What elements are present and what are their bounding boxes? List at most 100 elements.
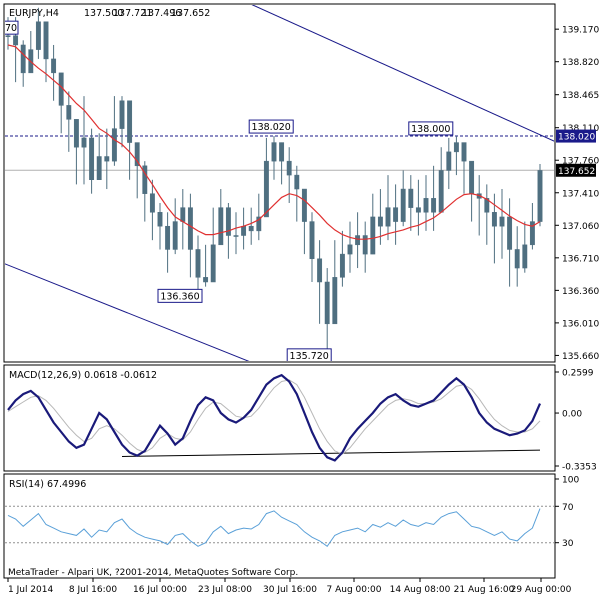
candle-body xyxy=(20,44,26,74)
candle-body xyxy=(195,249,201,278)
macd-line xyxy=(7,373,542,462)
macd-layer xyxy=(7,373,542,462)
price-annotation-label: 135.720 xyxy=(290,351,329,362)
candle-body xyxy=(309,221,315,260)
candle-body xyxy=(529,221,535,246)
price-annotation-label: 136.360 xyxy=(160,291,199,302)
time-axis-label: 30 Jul 16:00 xyxy=(263,585,317,595)
candle-body xyxy=(142,165,148,194)
candle-body xyxy=(5,35,11,37)
price-axis-label: 138.820 xyxy=(562,58,599,68)
price-annotation-box xyxy=(286,348,332,361)
macd-title: MACD(12,26,9) 0.0618 -0.0612 xyxy=(9,370,157,381)
candle-body xyxy=(423,198,429,213)
price-axis-label: 135.660 xyxy=(562,352,599,362)
time-axis-label: 1 Jul 2014 xyxy=(8,585,53,595)
axis-level-badge xyxy=(556,163,596,177)
axis-layer: 139.170 138.820 138.465 138.110 137.760 137.4… xyxy=(7,26,599,595)
candle-body xyxy=(225,207,231,236)
candle-body xyxy=(127,100,133,143)
time-axis-label: 23 Jul 08:00 xyxy=(198,585,252,595)
candle-body xyxy=(96,156,102,180)
time-axis-label: 7 Aug 00:00 xyxy=(327,585,382,595)
copyright-text: MetaTrader - Alpari UK, ?2001-2014, Meta… xyxy=(8,568,298,578)
candle-body xyxy=(81,137,87,148)
candle-body xyxy=(210,244,216,283)
candle-body xyxy=(286,160,292,176)
price-annotation-box xyxy=(157,288,203,303)
rsi-axis-label: 30 xyxy=(562,539,574,549)
candle-body xyxy=(339,253,345,278)
candle-body xyxy=(507,216,513,250)
candle-body xyxy=(522,244,528,269)
price-axis-label: 138.465 xyxy=(562,91,599,101)
candle-body xyxy=(362,235,368,255)
candle-body xyxy=(537,170,543,222)
price-axis-label: 138.110 xyxy=(562,124,599,134)
rsi-layer xyxy=(5,505,554,547)
candle-body xyxy=(294,174,300,190)
candle-body xyxy=(165,225,171,250)
macd-axis-label: 0.00 xyxy=(562,410,582,420)
candle-body xyxy=(279,142,285,162)
price-axis-label: 137.760 xyxy=(562,157,599,167)
candle-body xyxy=(370,216,376,255)
rsi-axis-label: 70 xyxy=(562,503,574,513)
price-annotation-label: 138.000 xyxy=(411,124,450,135)
candle-body xyxy=(111,128,117,162)
time-axis-label: 29 Aug 00:00 xyxy=(511,585,572,595)
candle-body xyxy=(469,160,475,194)
candle-body xyxy=(218,207,224,246)
candle-body xyxy=(203,277,209,283)
candle-body xyxy=(400,188,406,222)
candle-body xyxy=(187,207,193,250)
candle-body xyxy=(453,142,459,153)
candle-body xyxy=(461,142,467,162)
channel-upper-line xyxy=(251,5,554,142)
candle-body xyxy=(180,207,186,222)
rsi-panel xyxy=(3,473,556,579)
candle-body xyxy=(241,225,247,236)
rsi-axis-label: 100 xyxy=(562,476,579,486)
candle-body xyxy=(499,216,505,227)
candle-body xyxy=(248,225,254,232)
candle-body xyxy=(73,119,79,148)
candle-body xyxy=(157,212,163,227)
candle-body xyxy=(51,58,57,74)
moving-average-line xyxy=(7,44,541,240)
price-annotation-box xyxy=(5,20,19,35)
rsi-title: RSI(14) 67.4996 xyxy=(9,479,86,490)
price-annotation-label: 70 xyxy=(5,23,17,34)
candle-body xyxy=(119,100,125,129)
candle-body xyxy=(172,221,178,250)
candle-body xyxy=(514,249,520,269)
candle-body xyxy=(301,188,307,222)
candle-body xyxy=(13,35,19,46)
candle-body xyxy=(233,235,239,237)
candle-body xyxy=(393,207,399,222)
candle-body xyxy=(484,198,490,213)
macd-axis-label: -0.3353 xyxy=(562,463,597,473)
macd-axis-label: 0.2599 xyxy=(562,369,594,379)
price-axis-label: 137.410 xyxy=(562,189,599,199)
candle-body xyxy=(431,198,437,213)
candle-body xyxy=(43,21,49,60)
symbol-label: EURJPY,H4 xyxy=(9,8,59,19)
axis-level-label: 137.652 xyxy=(558,167,595,177)
price-panel xyxy=(3,3,556,363)
candle-body xyxy=(408,188,414,208)
axis-level-label: 138.020 xyxy=(558,133,595,143)
candle-body xyxy=(317,258,323,283)
candle-body xyxy=(324,281,330,325)
candle-body xyxy=(438,170,444,213)
candle-body xyxy=(149,193,155,213)
candle-body xyxy=(385,207,391,227)
candle-body xyxy=(491,212,497,227)
time-axis-label: 16 Jul 00:00 xyxy=(133,585,187,595)
time-axis-label: 14 Aug 08:00 xyxy=(390,585,451,595)
macd-trendline xyxy=(121,449,541,457)
open-value: 137.500 xyxy=(84,8,123,19)
price-axis-label: 137.060 xyxy=(562,222,599,232)
candle-body xyxy=(66,105,72,120)
high-value: 137.721 xyxy=(113,8,152,19)
